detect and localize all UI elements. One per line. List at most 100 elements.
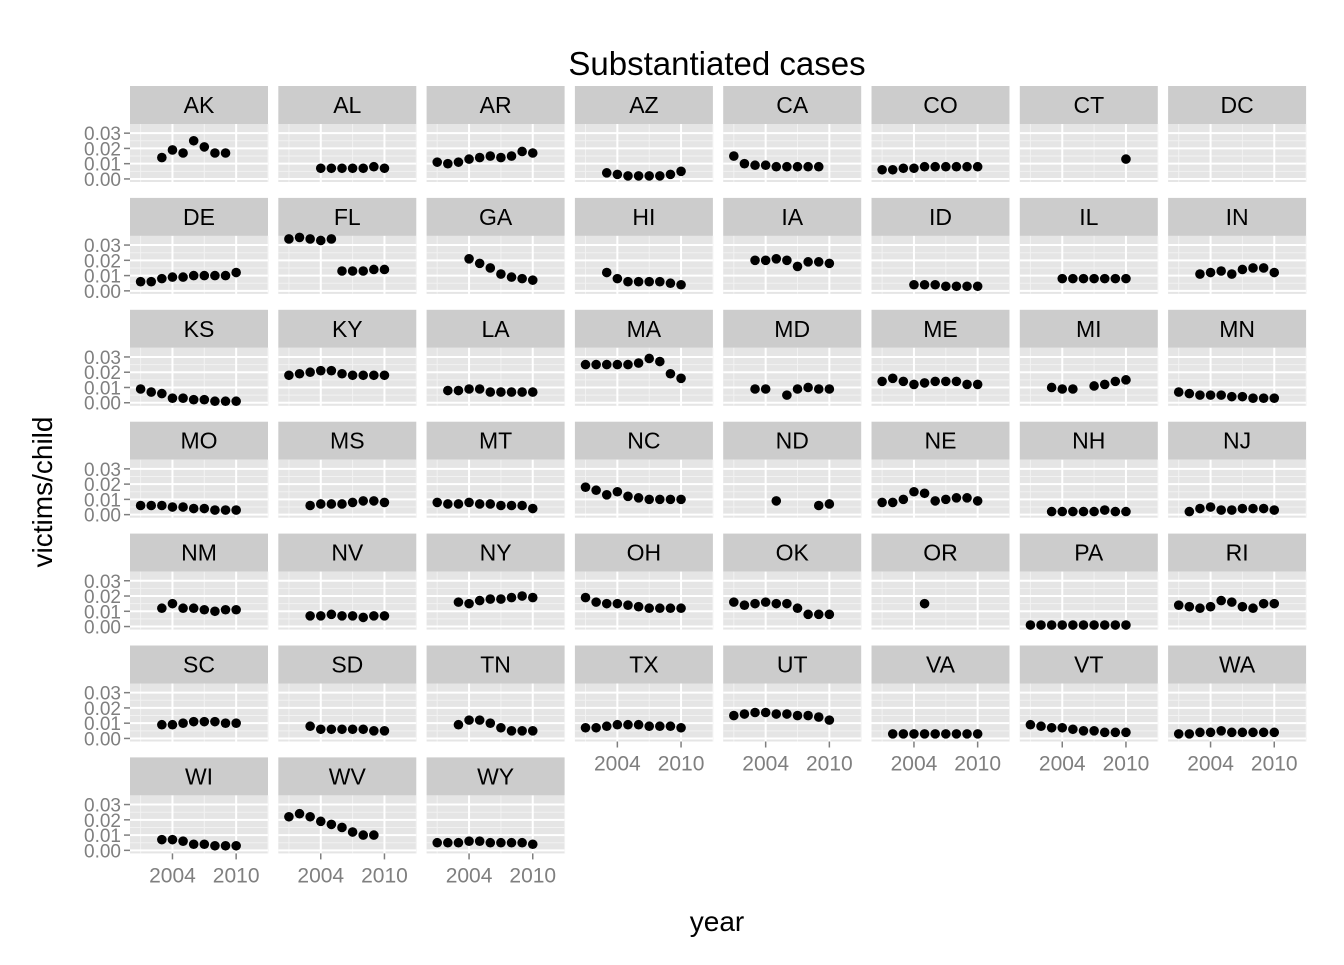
data-point <box>1110 376 1121 387</box>
facet-strip <box>723 86 862 124</box>
facet-strip-label: VT <box>1074 652 1103 678</box>
y-tick-label: 0.02 <box>84 139 121 160</box>
facet-panel-ga: GA <box>426 197 566 294</box>
facet-panel-wi: WI 0.000.010.020.03 2004 2010 <box>84 757 269 887</box>
data-point <box>591 597 601 607</box>
y-tick-label: 0.02 <box>84 251 121 272</box>
data-point <box>792 384 803 394</box>
data-point <box>1068 384 1078 394</box>
data-point <box>496 387 506 397</box>
facet-panel-or: OR <box>871 533 1010 630</box>
data-point <box>305 367 315 378</box>
data-point <box>1057 722 1068 733</box>
facet-strip-label: VA <box>926 652 956 678</box>
data-point <box>887 729 898 739</box>
data-point <box>220 718 231 728</box>
data-point <box>157 273 167 284</box>
data-point <box>644 276 655 287</box>
data-point <box>898 729 909 739</box>
facet-panel-wy: WY 2004 2010 <box>426 757 566 887</box>
data-point <box>813 161 824 172</box>
data-point <box>294 368 305 379</box>
data-point <box>623 600 633 610</box>
data-point <box>517 726 527 736</box>
data-point <box>1248 603 1258 614</box>
data-point <box>972 281 983 292</box>
data-point <box>623 276 633 287</box>
data-point <box>760 384 771 394</box>
data-point <box>782 161 792 172</box>
facet-strip-label: ME <box>923 316 958 342</box>
data-point <box>294 232 305 243</box>
data-point <box>887 497 898 508</box>
data-point <box>178 148 188 158</box>
y-tick-label: 0.00 <box>84 729 121 750</box>
data-point <box>633 171 644 181</box>
data-point <box>1216 266 1226 276</box>
data-point <box>464 497 474 508</box>
data-point <box>644 494 655 505</box>
y-tick-label: 0.00 <box>84 170 121 191</box>
data-point <box>1078 620 1089 630</box>
facet-strip <box>278 533 417 572</box>
data-point <box>358 612 369 623</box>
facet-panel-ok: OK <box>723 533 862 630</box>
data-point <box>210 270 220 281</box>
facet-panel-ms: MS <box>278 421 417 518</box>
data-point <box>1046 620 1057 630</box>
data-point <box>919 598 930 609</box>
facet-panel-md: MD <box>723 309 862 406</box>
data-point <box>506 726 517 736</box>
x-tick-label: 2004 <box>297 864 344 887</box>
data-point <box>1237 727 1248 738</box>
data-point <box>157 719 167 730</box>
data-point <box>919 488 930 499</box>
facet-panel-nc: NC <box>574 421 714 518</box>
x-tick-label: 2010 <box>1251 753 1298 776</box>
facet-strip <box>1019 86 1158 124</box>
data-point <box>1121 154 1131 164</box>
data-point <box>1078 726 1089 736</box>
data-point <box>676 166 686 177</box>
data-point <box>379 264 390 275</box>
data-point <box>601 168 612 178</box>
data-point <box>1089 273 1099 284</box>
facet-panel-il: IL <box>1019 197 1159 294</box>
data-point <box>453 157 464 167</box>
data-point <box>1089 620 1099 630</box>
y-tick-label: 0.03 <box>84 684 121 705</box>
data-point <box>188 839 199 850</box>
data-point <box>813 500 824 511</box>
facet-panel-ct: CT <box>1019 86 1159 182</box>
y-tick-label: 0.01 <box>84 267 121 288</box>
data-point <box>1258 727 1269 738</box>
data-point <box>771 496 782 506</box>
data-point <box>178 393 188 403</box>
facet-strip-label: AL <box>333 92 361 118</box>
data-point <box>1258 503 1269 514</box>
facet-strip-label: KY <box>332 316 363 342</box>
data-point <box>315 816 326 827</box>
data-point <box>178 272 188 282</box>
data-point <box>220 396 231 407</box>
data-point <box>199 716 210 727</box>
facet-panel-nv: NV <box>278 533 417 630</box>
y-tick-label: 0.03 <box>84 348 121 369</box>
data-point <box>1248 727 1258 738</box>
data-point <box>453 719 464 730</box>
data-point <box>951 161 962 172</box>
facet-strip <box>1019 197 1158 236</box>
data-point <box>210 396 220 407</box>
facet-panel-ks: KS 0.000.010.020.03 <box>84 309 269 415</box>
facet-panel-mn: MN <box>1168 309 1307 406</box>
y-axis-label: victims/child <box>27 417 58 568</box>
data-point <box>644 603 655 614</box>
facet-strip-label: OK <box>776 540 810 566</box>
data-point <box>369 611 379 621</box>
facet-strip <box>426 645 565 684</box>
data-point <box>930 496 940 506</box>
facet-strip-label: SC <box>183 652 215 678</box>
facet-panel-de: DE 0.000.010.020.03 <box>84 197 269 303</box>
data-point <box>633 276 644 287</box>
data-point <box>782 709 792 719</box>
